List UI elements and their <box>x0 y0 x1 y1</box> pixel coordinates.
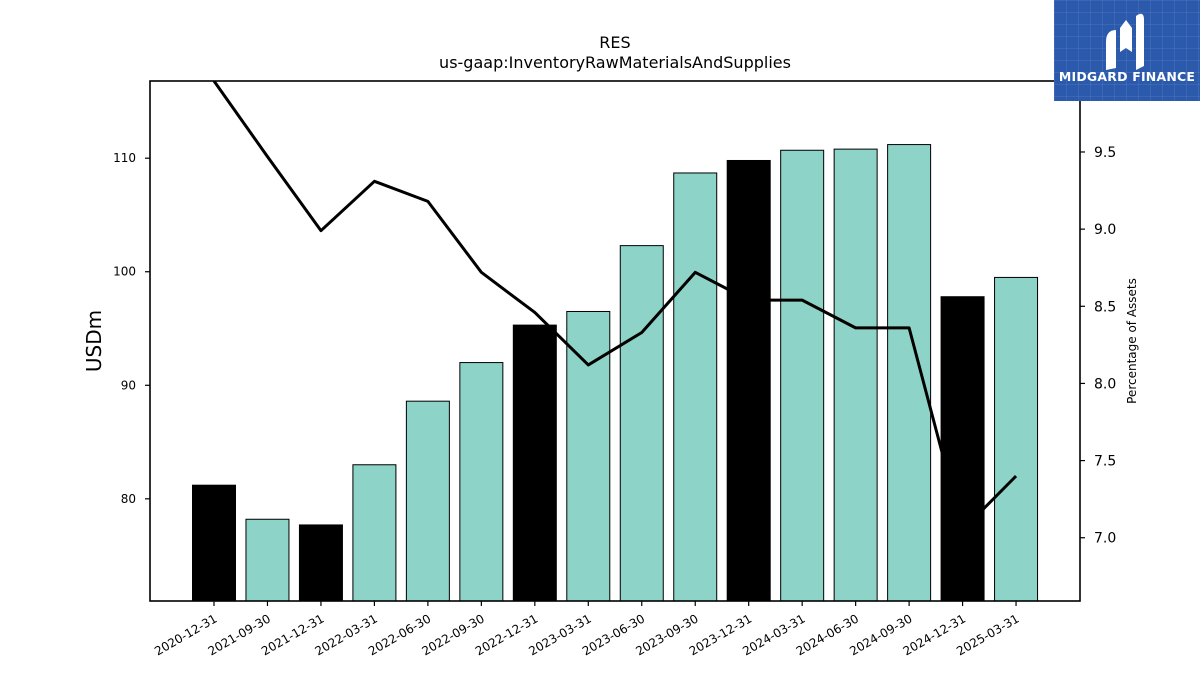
bar-2025-03-31 <box>994 276 1039 602</box>
y-tick-label: 80 <box>121 492 136 506</box>
y-axis-label: USDm <box>82 310 106 372</box>
bar-2021-09-30 <box>245 518 290 602</box>
y2-axis-label: Percentage of Assets <box>1125 278 1139 404</box>
bar-2022-09-30 <box>459 362 504 602</box>
y-tick-label: 110 <box>113 151 136 165</box>
bar-2023-03-31 <box>566 310 611 602</box>
bar-2020-12-31 <box>192 484 236 602</box>
bar-2024-12-31 <box>940 296 985 602</box>
bar-2024-09-30 <box>887 144 932 602</box>
logo-text: MIDGARD FINANCE <box>1058 69 1196 84</box>
percentage-line <box>212 81 1018 532</box>
y2-tick-label: 7.5 <box>1094 454 1116 470</box>
bar-2021-12-31 <box>298 524 343 602</box>
bar-2023-09-30 <box>673 172 718 602</box>
y-tick-label: 90 <box>121 378 136 392</box>
y2-tick-label: 7.0 <box>1094 531 1116 547</box>
y2-tick-label: 8.5 <box>1094 299 1116 315</box>
y2-tick-label: 9.5 <box>1094 145 1116 161</box>
bar-2024-06-30 <box>833 148 878 602</box>
midgard-finance-logo: MIDGARD FINANCE <box>1054 0 1200 101</box>
y-tick-label: 100 <box>113 265 136 279</box>
y2-tick-label: 9.0 <box>1094 222 1116 238</box>
bar-2022-03-31 <box>352 464 397 602</box>
bar-2022-06-30 <box>405 400 450 602</box>
bar-2024-03-31 <box>780 149 825 602</box>
y2-tick-label: 8.0 <box>1094 376 1116 392</box>
bar-2023-06-30 <box>619 245 664 602</box>
logo-mark-icon <box>1106 13 1144 70</box>
chart-subtitle: us-gaap:InventoryRawMaterialsAndSupplies <box>439 53 791 72</box>
plot-frame <box>149 80 1081 602</box>
chart-title: RES <box>599 33 630 52</box>
bar-2023-12-31 <box>726 159 771 602</box>
logo-grid-pattern <box>1054 0 1200 101</box>
bar-series <box>192 144 1039 602</box>
bar-2022-12-31 <box>512 324 557 602</box>
